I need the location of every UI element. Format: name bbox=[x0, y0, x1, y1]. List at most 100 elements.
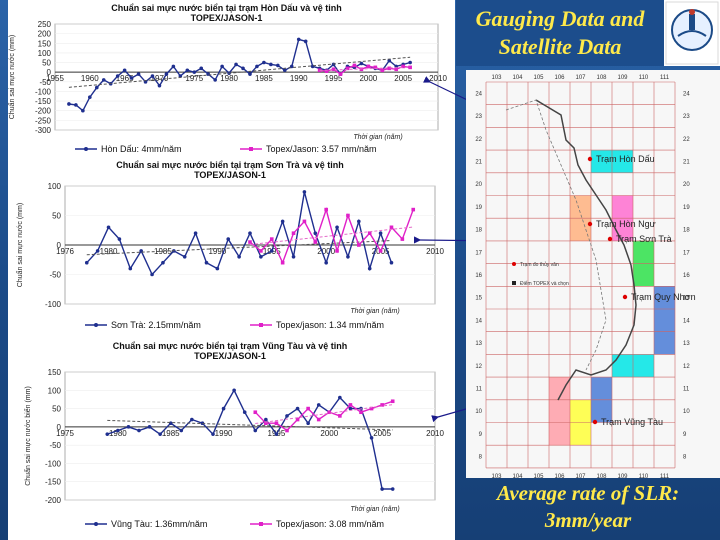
plot-area-2 bbox=[64, 371, 436, 501]
map-longitude-label: 111 bbox=[660, 474, 670, 478]
data-point-gauge bbox=[164, 72, 169, 76]
map-latitude-label: 16 bbox=[683, 273, 690, 279]
map-latitude-label: 10 bbox=[475, 409, 482, 415]
map-latitude-label: 14 bbox=[475, 318, 482, 324]
data-point-satellite bbox=[389, 225, 394, 230]
chart-title-line2: TOPEX/JASON-1 bbox=[191, 13, 263, 23]
data-point-gauge bbox=[335, 225, 339, 230]
data-point-gauge bbox=[302, 190, 307, 194]
data-point-gauge bbox=[357, 219, 361, 224]
legend-marker-satellite bbox=[259, 323, 263, 327]
conclusion-line2: 3mm/year bbox=[544, 508, 632, 532]
slide-title-line2: Satellite Data bbox=[498, 34, 622, 59]
chart-title-line1: Chuẩn sai mực nước biển tại trạm Hòn Dấu… bbox=[111, 3, 341, 13]
data-point-gauge bbox=[215, 266, 220, 271]
data-point-satellite bbox=[373, 65, 378, 70]
x-tick-label: 1990 bbox=[290, 74, 308, 83]
x-axis-label: Thời gian (năm) bbox=[350, 506, 399, 513]
map-latitude-label: 24 bbox=[683, 91, 690, 97]
x-tick-label: 1970 bbox=[151, 74, 169, 83]
map-legend-label: Điểm TOPEX và chọn bbox=[520, 280, 569, 287]
data-point-gauge bbox=[185, 68, 190, 73]
data-point-satellite bbox=[313, 240, 318, 244]
data-point-satellite bbox=[369, 406, 374, 411]
data-point-gauge bbox=[84, 260, 89, 265]
data-point-gauge bbox=[158, 432, 162, 436]
data-point-gauge bbox=[259, 254, 263, 259]
trend-line-satellite bbox=[255, 404, 393, 425]
map-longitude-label: 109 bbox=[617, 75, 628, 81]
series-line-gauge bbox=[107, 388, 393, 490]
map-legend-topex-icon bbox=[512, 281, 516, 285]
map-latitude-label: 24 bbox=[475, 91, 482, 97]
data-point-satellite bbox=[248, 240, 252, 244]
data-point-gauge bbox=[291, 254, 296, 259]
data-point-gauge bbox=[88, 95, 92, 100]
y-tick-label: 0 bbox=[57, 241, 62, 250]
data-point-gauge bbox=[117, 237, 122, 241]
legend-label-satellite: Topex/Jason: 3.57 mm/năm bbox=[266, 144, 377, 154]
x-tick-label: 2005 bbox=[373, 429, 391, 438]
data-point-gauge bbox=[220, 64, 224, 69]
vietnam-border bbox=[505, 99, 607, 371]
x-tick-label: 1995 bbox=[325, 74, 343, 83]
station-marker bbox=[587, 156, 593, 162]
x-tick-label: 1985 bbox=[162, 429, 180, 438]
vietnam-coastline bbox=[535, 99, 637, 401]
data-point-gauge bbox=[182, 254, 187, 259]
data-point-gauge bbox=[359, 61, 364, 66]
data-point-gauge bbox=[74, 103, 78, 107]
map-longitude-label: 107 bbox=[575, 474, 586, 478]
map-longitude-label: 108 bbox=[596, 474, 607, 478]
data-point-gauge bbox=[280, 219, 285, 224]
x-tick-label: 2000 bbox=[320, 429, 338, 438]
legend-label-satellite: Topex/jason: 3.08 mm/năm bbox=[276, 519, 384, 529]
data-point-gauge bbox=[122, 68, 127, 73]
trend-line-satellite bbox=[319, 66, 411, 72]
data-point-satellite bbox=[346, 213, 350, 218]
data-point-satellite bbox=[274, 421, 279, 425]
data-point-gauge bbox=[387, 58, 392, 63]
station-label: Trạm Hòn Dấu bbox=[596, 154, 655, 164]
x-tick-label: 1960 bbox=[81, 74, 99, 83]
x-tick-label: 1980 bbox=[100, 247, 118, 256]
chart-title-line2: TOPEX/JASON-1 bbox=[194, 351, 266, 361]
map-latitude-label: 12 bbox=[683, 364, 690, 370]
data-point-satellite bbox=[259, 249, 263, 253]
map-latitude-label: 22 bbox=[475, 137, 482, 143]
data-point-gauge bbox=[285, 414, 289, 418]
data-point-gauge bbox=[95, 249, 100, 253]
y-tick-label: 50 bbox=[42, 59, 51, 68]
data-point-satellite bbox=[345, 66, 350, 71]
institute-logo bbox=[664, 0, 720, 66]
data-point-gauge bbox=[106, 225, 111, 230]
y-tick-label: 50 bbox=[52, 212, 61, 221]
x-tick-label: 2000 bbox=[317, 247, 335, 256]
data-point-gauge bbox=[269, 62, 273, 67]
data-point-gauge bbox=[193, 231, 198, 235]
x-tick-label: 2010 bbox=[426, 429, 444, 438]
y-tick-label: 0 bbox=[47, 68, 52, 77]
x-tick-label: 1975 bbox=[56, 429, 74, 438]
vietnam-map: 103 104 105 106 107 108 109 110 111 103 104 105 106 1… bbox=[466, 70, 720, 480]
y-tick-label: 100 bbox=[48, 386, 62, 395]
trend-line-gauge bbox=[107, 419, 393, 431]
map-latitude-label: 16 bbox=[475, 273, 482, 279]
map-latitude-label: 13 bbox=[683, 341, 690, 347]
legend-marker-gauge bbox=[94, 323, 98, 327]
data-point-satellite bbox=[380, 403, 384, 407]
data-point-satellite bbox=[291, 231, 296, 235]
y-tick-label: -100 bbox=[45, 459, 62, 468]
data-point-gauge bbox=[115, 74, 120, 78]
data-point-satellite bbox=[380, 68, 385, 73]
data-point-satellite bbox=[285, 428, 289, 433]
y-tick-label: -250 bbox=[35, 116, 52, 125]
y-tick-label: -200 bbox=[45, 496, 62, 505]
y-tick-label: 250 bbox=[38, 20, 52, 29]
map-latitude-label: 20 bbox=[475, 182, 482, 188]
map-latitude-label: 15 bbox=[683, 296, 690, 302]
data-point-gauge bbox=[126, 425, 131, 429]
data-point-gauge bbox=[390, 487, 395, 491]
map-latitude-label: 8 bbox=[479, 455, 483, 461]
